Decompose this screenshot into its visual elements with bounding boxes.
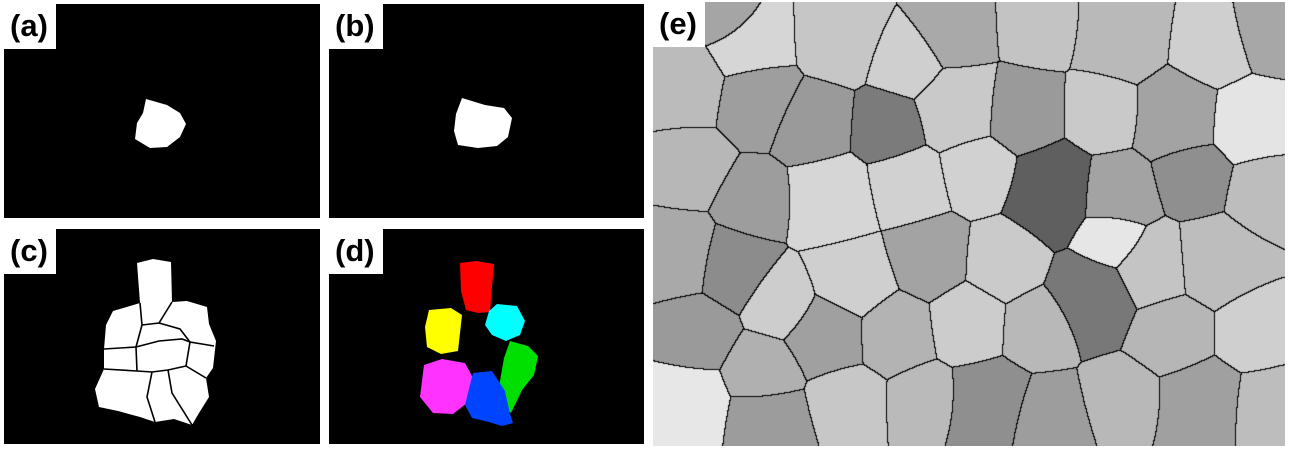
segment-yellow [425,308,462,354]
segment-cyan [485,304,525,341]
grain-tessellation [653,2,1285,446]
panel-e-label: (e) [653,2,705,47]
panel-c-label: (c) [4,229,56,274]
segment-blue [465,371,513,426]
panel-b-image [454,98,512,148]
panel-c-image [95,259,216,426]
panel-b: (b) [329,4,644,218]
single-grain-shape [135,99,186,148]
segment-green [499,341,538,413]
panel-e: (e) [653,2,1285,446]
panel-c: (c) [4,229,320,444]
panel-b-label: (b) [329,4,383,49]
panel-d-label: (d) [329,229,383,274]
grain-boundaries [103,301,215,426]
grain-map [653,2,1285,446]
panel-d: (d) [329,229,644,444]
segment-magenta [420,359,473,414]
panel-d-image [420,261,538,426]
panel-a-image [135,99,186,148]
segment-red [460,261,494,313]
panel-a-label: (a) [4,4,56,49]
single-grain-shape-filled [454,98,512,148]
panel-a: (a) [4,4,320,218]
